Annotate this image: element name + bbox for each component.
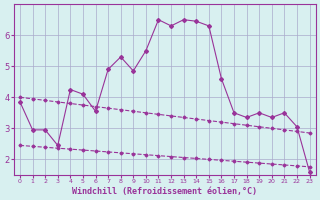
X-axis label: Windchill (Refroidissement éolien,°C): Windchill (Refroidissement éolien,°C): [72, 187, 257, 196]
